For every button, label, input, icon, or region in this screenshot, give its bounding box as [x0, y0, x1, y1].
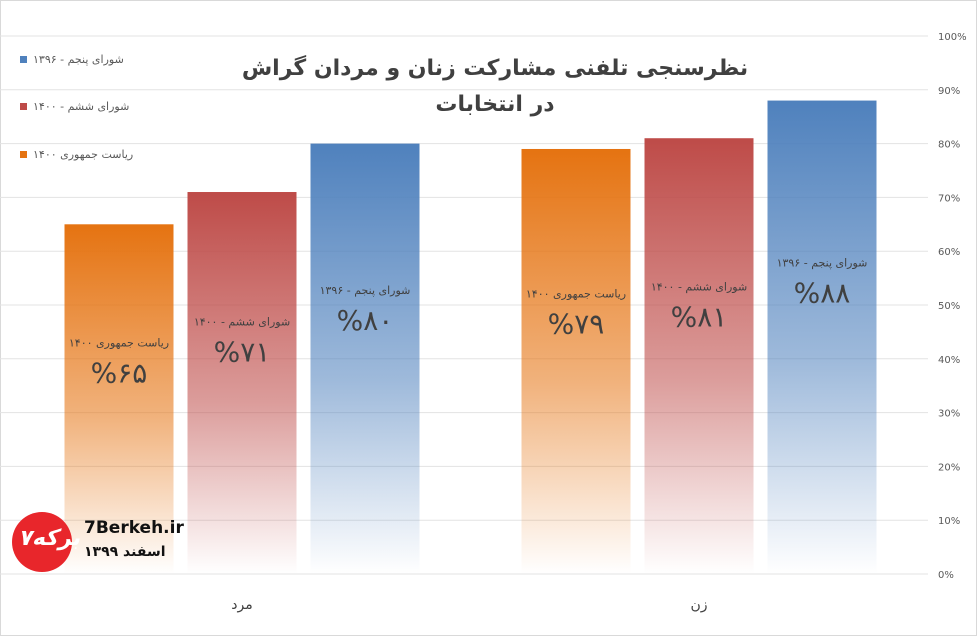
legend-item-presidency: ریاست جمهوری ۱۴۰۰ [20, 148, 133, 161]
legend-item-council-6: شورای ششم - ۱۴۰۰ [20, 100, 129, 113]
bar-series-label: شورای پنجم - ۱۳۹۶ [777, 256, 868, 269]
legend-label: ریاست جمهوری ۱۴۰۰ [33, 148, 134, 161]
bar-series-label: ریاست جمهوری ۱۴۰۰ [69, 337, 169, 350]
legend-item-council-5: شورای پنجم - ۱۳۹۶ [20, 53, 124, 66]
chart-title: نظرسنجی تلفنی مشارکت زنان و مردان گراش [241, 56, 749, 81]
legend-label: شورای ششم - ۱۴۰۰ [33, 100, 130, 113]
x-category-label: زن [690, 597, 707, 613]
bar [521, 148, 631, 575]
y-tick-label: 90% [938, 86, 960, 97]
y-tick-label: 50% [938, 301, 960, 312]
brand-logo: ۷برکه [12, 512, 84, 572]
brand-logo-mark: ۷برکه [17, 526, 85, 551]
y-tick-label: 100% [938, 32, 967, 43]
bar-value-label: %۶۵ [91, 357, 148, 390]
legend-swatch [20, 103, 27, 110]
bar [187, 192, 297, 574]
brand-date: اسفند ۱۳۹۹ [84, 544, 166, 560]
bar-value-label: %۸۸ [794, 276, 851, 309]
bar-series-label: ریاست جمهوری ۱۴۰۰ [526, 288, 626, 301]
bar-value-label: %۷۱ [214, 336, 271, 369]
x-category-label: مرد [231, 597, 252, 613]
bar-series-label: شورای ششم - ۱۴۰۰ [194, 316, 290, 329]
bar-series-label: شورای پنجم - ۱۳۹۶ [320, 284, 411, 297]
bar [310, 143, 420, 574]
bar [767, 100, 877, 574]
y-tick-label: 70% [938, 193, 960, 204]
y-tick-label: 10% [938, 516, 960, 527]
y-tick-label: 30% [938, 409, 960, 420]
y-tick-label: 80% [938, 140, 960, 151]
y-tick-label: 0% [938, 570, 954, 581]
legend-swatch [20, 56, 27, 63]
chart-subtitle: در انتخابات [435, 92, 555, 117]
bar [64, 224, 174, 575]
bar-value-label: %۸۱ [671, 301, 728, 334]
bar-series-label: شورای ششم - ۱۴۰۰ [651, 281, 747, 294]
bar [644, 138, 754, 574]
bar-value-label: %۸۰ [337, 304, 394, 337]
y-tick-label: 20% [938, 462, 960, 473]
legend-swatch [20, 151, 27, 158]
bar-value-label: %۷۹ [548, 308, 605, 341]
legend-label: شورای پنجم - ۱۳۹۶ [33, 53, 124, 66]
brand-site: 7Berkeh.ir [84, 518, 184, 538]
y-tick-label: 40% [938, 355, 960, 366]
y-tick-label: 60% [938, 247, 960, 258]
